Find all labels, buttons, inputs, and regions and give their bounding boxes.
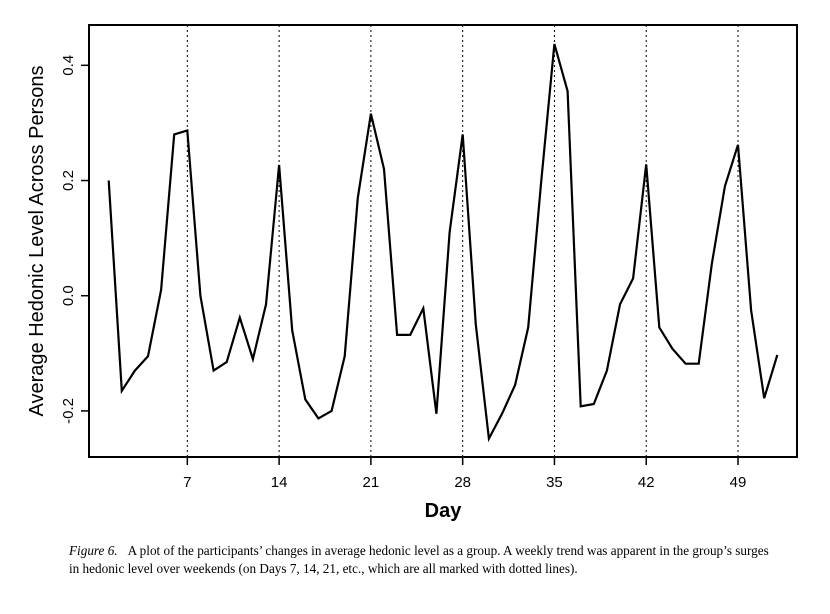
y-axis: -0.2 0.0 0.2 0.4 <box>60 55 89 424</box>
y-tick-label: 0.4 <box>60 55 77 76</box>
x-tick-label: 21 <box>363 474 380 491</box>
x-tick-label: 14 <box>271 474 288 491</box>
weekend-reference-lines <box>186 25 739 457</box>
x-tick-label: 35 <box>546 474 563 491</box>
hedonic-level-chart: -0.2 0.0 0.2 0.4 7 14 21 28 35 42 49 Average Hedo… <box>26 24 798 522</box>
figure-label: Figure 6. <box>69 543 118 558</box>
y-tick-label: -0.2 <box>60 398 77 424</box>
figure-caption: Figure 6. A plot of the participants’ cha… <box>69 542 769 577</box>
series-line-hedonic-level <box>107 43 779 443</box>
caption-text: A plot of the participants’ changes in a… <box>69 543 769 576</box>
x-tick-label: 42 <box>638 474 655 491</box>
y-axis-title: Average Hedonic Level Across Persons <box>26 66 48 417</box>
x-axis: 7 14 21 28 35 42 49 <box>183 457 746 491</box>
x-tick-label: 7 <box>183 474 191 491</box>
x-tick-label: 49 <box>730 474 747 491</box>
y-tick-label: 0.0 <box>60 285 77 306</box>
y-tick-label: 0.2 <box>60 170 77 191</box>
x-tick-label: 28 <box>454 474 471 491</box>
plot-frame <box>88 24 798 458</box>
x-axis-title: Day <box>425 500 463 522</box>
